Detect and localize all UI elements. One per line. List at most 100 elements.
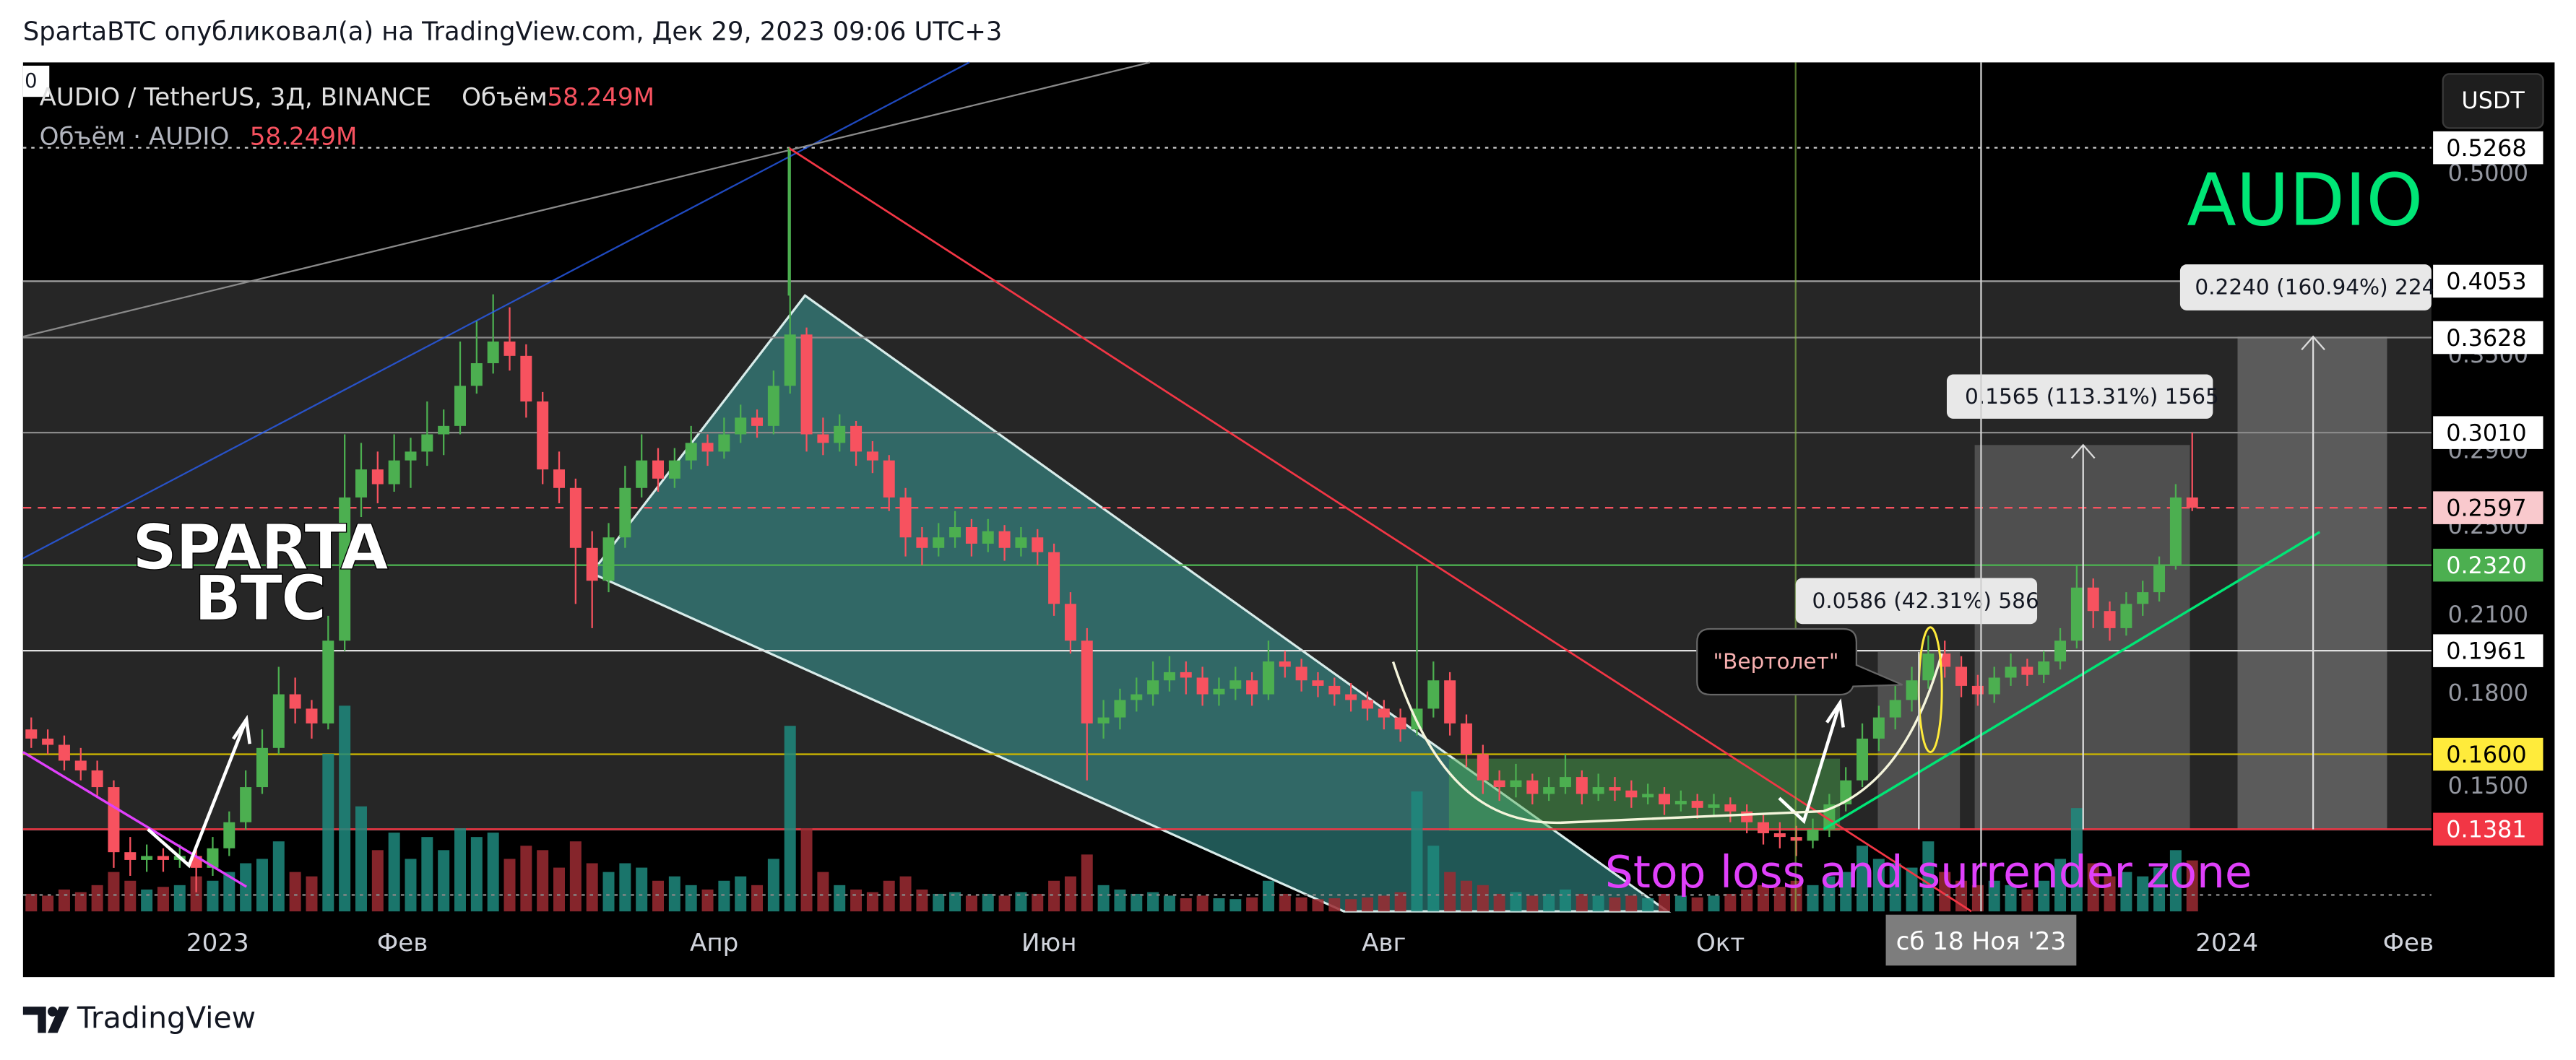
volume-bar xyxy=(735,876,747,912)
volume-bar xyxy=(438,850,450,912)
watermark: BTC xyxy=(194,563,325,635)
volume-bar xyxy=(306,876,318,912)
candle-body xyxy=(2070,587,2083,641)
candle-body xyxy=(1477,754,1489,781)
volume-bar xyxy=(1659,893,1670,912)
volume-bar xyxy=(74,892,87,912)
candle-body xyxy=(1180,672,1192,678)
volume-bar xyxy=(668,876,680,912)
measure-label: 0.2240 (160.94%) 2240 xyxy=(2195,275,2449,300)
candle-body xyxy=(289,694,301,709)
candle-body xyxy=(454,386,466,426)
volume-bar xyxy=(1032,893,1044,912)
volume-bar xyxy=(1411,791,1423,912)
volume-bar xyxy=(1625,895,1638,912)
candle-body xyxy=(1312,680,1324,686)
candle-body xyxy=(1064,604,1076,641)
price-label: 0.1381 xyxy=(2446,816,2526,843)
corner-label: 0 xyxy=(25,70,37,92)
candle-body xyxy=(834,425,846,443)
candle-body xyxy=(965,527,977,544)
volume-bar xyxy=(2137,876,2149,912)
candle-body xyxy=(619,487,631,538)
volume-bar xyxy=(1691,897,1703,912)
volume-bar xyxy=(339,705,351,912)
candle-body xyxy=(124,852,137,860)
currency-button[interactable] xyxy=(2442,73,2544,129)
measure-arrow-head xyxy=(2301,335,2325,351)
candle-body xyxy=(470,362,483,386)
volume-bar xyxy=(1262,880,1274,912)
candle-body xyxy=(1427,680,1440,709)
candle-body xyxy=(339,497,351,641)
trend-line xyxy=(22,61,1151,338)
volume-bar xyxy=(1345,899,1357,912)
candle-body xyxy=(25,729,38,739)
candle-body xyxy=(2120,604,2132,628)
candle-body xyxy=(1262,661,1274,695)
volume-bar xyxy=(503,859,516,912)
candle-body xyxy=(1543,787,1555,794)
candle-body xyxy=(1691,801,1703,808)
candle-body xyxy=(2054,640,2067,662)
volume-bar xyxy=(1460,880,1472,912)
volume-bar xyxy=(1708,895,1720,912)
price-label: 0.2597 xyxy=(2446,494,2526,521)
volume-bar xyxy=(1015,892,1027,912)
candle-body xyxy=(1444,680,1456,724)
candle-body xyxy=(1361,700,1373,709)
corner-box xyxy=(22,65,50,97)
candle-body xyxy=(520,355,532,402)
candle-body xyxy=(767,386,779,426)
volume-bar xyxy=(1394,892,1406,912)
volume-bar xyxy=(1526,895,1539,912)
candle-body xyxy=(1773,833,1786,838)
candle-body xyxy=(883,460,895,498)
candle-body xyxy=(1345,694,1357,700)
volume-bar xyxy=(1048,880,1060,912)
price-label-bg xyxy=(2433,737,2543,771)
candle-body xyxy=(1394,717,1406,730)
volume-bar xyxy=(949,892,961,912)
candle-body xyxy=(1857,738,1869,781)
watermark: SPARTA xyxy=(132,512,389,584)
candle-body xyxy=(899,497,912,538)
volume-bar xyxy=(355,806,367,912)
candle-body xyxy=(735,417,747,435)
crosshair-label-bg xyxy=(1885,914,2077,966)
volume-bar xyxy=(1889,863,1901,912)
measure-label-bg xyxy=(2179,264,2432,310)
candle-body xyxy=(1642,794,1654,798)
candle-body xyxy=(42,738,54,745)
candle-body xyxy=(982,531,994,544)
x-tick-label: 2023 xyxy=(186,929,249,957)
x-tick-label: Апр xyxy=(690,929,738,957)
candle-body xyxy=(701,443,714,452)
candle-body xyxy=(1048,552,1060,604)
volume-bar xyxy=(1840,872,1852,912)
currency-button-label[interactable]: USDT xyxy=(2461,87,2525,114)
volume-bar xyxy=(1163,895,1175,912)
volume-bar xyxy=(767,859,779,912)
volume-bar xyxy=(1872,859,1885,912)
candle-body xyxy=(108,787,120,853)
volume-bar xyxy=(1064,876,1076,912)
candle-body xyxy=(322,640,334,724)
candle-body xyxy=(1576,777,1588,794)
volume-bar xyxy=(850,889,863,912)
candle-body xyxy=(1147,680,1159,695)
candle-body xyxy=(141,856,153,860)
candle-body xyxy=(1906,680,1918,700)
candle-body xyxy=(2169,497,2182,565)
volume-bar xyxy=(1642,898,1654,912)
volume-bar xyxy=(2038,880,2050,912)
volume-bar xyxy=(1097,885,1110,912)
candle-body xyxy=(1708,804,1720,808)
measure-label: 0.0586 (42.31%) 586 xyxy=(1812,588,2039,613)
price-label: 0.1961 xyxy=(2446,637,2526,664)
volume-bar xyxy=(899,876,912,912)
trend-line xyxy=(787,147,1972,913)
volume-bar xyxy=(883,880,895,912)
candle-body xyxy=(553,469,566,488)
x-tick-label: 2024 xyxy=(2195,929,2258,957)
